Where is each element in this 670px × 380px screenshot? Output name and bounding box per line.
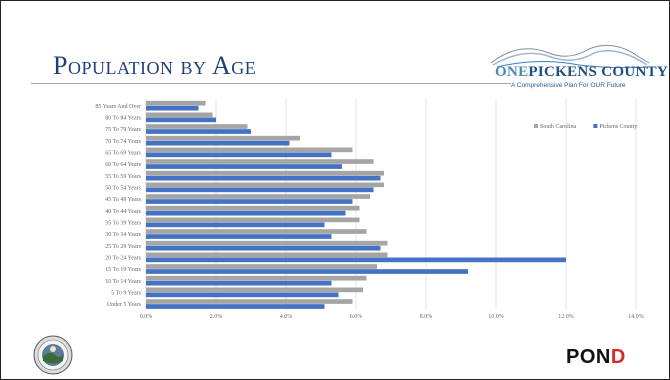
bar-south-carolina — [146, 287, 363, 293]
pond-logo: POND — [566, 346, 626, 368]
y-category-label: 60 To 64 Years — [105, 162, 141, 168]
bar-pickens-county — [146, 117, 216, 123]
bar-pickens-county — [146, 105, 199, 111]
y-category-label: 40 To 44 Years — [105, 209, 141, 215]
y-category-label: 75 To 79 Years — [105, 127, 141, 133]
county-seal-icon — [33, 335, 73, 375]
bar-pickens-county — [146, 304, 325, 309]
bar-pickens-county — [146, 245, 381, 251]
y-category-label: 35 To 39 Years — [105, 221, 141, 227]
bar-pickens-county — [146, 269, 468, 274]
logo-wordmark: ONEPICKENS COUNTY — [495, 64, 669, 80]
bar-south-carolina — [146, 147, 353, 153]
bar-south-carolina — [146, 240, 388, 246]
x-tick-label: 12.0% — [558, 314, 574, 320]
one-pickens-county-logo: ONEPICKENS COUNTY A Comprehensive Plan F… — [489, 39, 669, 99]
y-category-label: 85 Years And Over — [95, 104, 141, 110]
bar-pickens-county — [146, 292, 339, 298]
x-tick-label: 14.0% — [628, 314, 644, 320]
x-tick-label: 4.0% — [280, 314, 293, 320]
bar-south-carolina — [146, 229, 367, 234]
y-category-label: Under 5 Years — [107, 302, 142, 308]
y-category-label: 25 To 29 Years — [105, 244, 141, 250]
legend-swatch — [593, 124, 598, 128]
bar-south-carolina — [146, 252, 388, 258]
bar-pickens-county — [146, 164, 342, 169]
bar-south-carolina — [146, 275, 367, 281]
bar-pickens-county — [146, 187, 374, 193]
bar-pickens-county — [146, 129, 251, 134]
legend-label: South Carolina — [540, 124, 577, 130]
x-tick-label: 10.0% — [488, 314, 504, 320]
y-category-label: 65 To 69 Years — [105, 151, 141, 157]
bar-south-carolina — [146, 299, 353, 304]
bar-pickens-county — [146, 152, 332, 158]
y-category-label: 30 To 34 Years — [105, 232, 141, 238]
y-category-label: 50 To 54 Years — [105, 186, 141, 192]
x-tick-label: 6.0% — [350, 314, 363, 320]
bar-pickens-county — [146, 140, 290, 146]
title-divider — [31, 83, 511, 84]
y-category-label: 45 To 49 Years — [105, 197, 141, 203]
y-category-label: 70 To 74 Years — [105, 139, 141, 145]
bar-south-carolina — [146, 135, 300, 141]
y-category-label: 80 To 84 Years — [105, 116, 141, 122]
y-category-label: 5 To 9 Years — [111, 291, 141, 297]
logo-tagline: A Comprehensive Plan For OUR Future — [511, 82, 626, 89]
bar-pickens-county — [146, 280, 332, 286]
x-tick-label: 2.0% — [210, 314, 223, 320]
legend-label: Pickens County — [599, 124, 637, 130]
legend-swatch — [534, 124, 538, 128]
x-tick-label: 0.0% — [140, 314, 153, 320]
bar-pickens-county — [146, 257, 566, 263]
bar-pickens-county — [146, 222, 325, 228]
bar-pickens-county — [146, 175, 381, 181]
x-tick-label: 8.0% — [420, 314, 433, 320]
bar-south-carolina — [146, 100, 206, 106]
population-by-age-chart: 0.0% 2.0% 4.0% 6.0% 8.0% 10.0% 12.0% 14.0% 85 Ye… — [95, 98, 644, 320]
y-category-label: 15 To 19 Years — [105, 267, 141, 273]
bar-south-carolina — [146, 182, 384, 188]
bar-south-carolina — [146, 194, 370, 199]
bar-pickens-county — [146, 234, 332, 239]
mountain-logo-icon — [490, 44, 650, 69]
bar-south-carolina — [146, 112, 213, 118]
bar-south-carolina — [146, 264, 377, 269]
y-category-label: 10 To 14 Years — [105, 279, 141, 285]
bar-south-carolina — [146, 170, 384, 176]
page-title: Population by Age — [53, 51, 257, 80]
bar-south-carolina — [146, 159, 374, 164]
bar-south-carolina — [146, 217, 360, 223]
y-category-label: 55 To 59 Years — [105, 174, 141, 180]
y-category-label: 20 To 24 Years — [105, 256, 141, 262]
bar-pickens-county — [146, 199, 353, 204]
bar-south-carolina — [146, 205, 360, 211]
bar-south-carolina — [146, 124, 248, 129]
bar-pickens-county — [146, 210, 346, 216]
